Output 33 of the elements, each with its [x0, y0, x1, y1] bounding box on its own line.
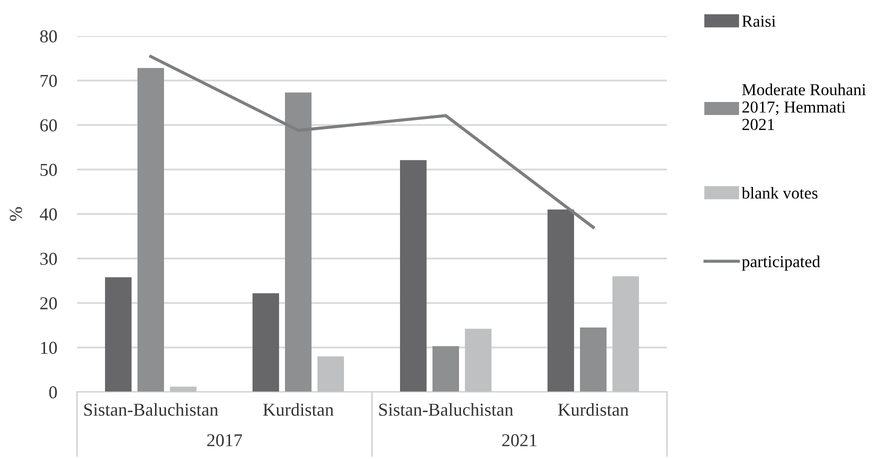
- x-tick-label: Sistan-Baluchistan: [84, 403, 218, 416]
- legend-label: Moderate Rouhani 2017; Hemmati 2021: [742, 84, 866, 130]
- bar: [170, 386, 196, 392]
- bar: [548, 210, 574, 392]
- legend-label: blank votes: [742, 186, 818, 199]
- text: 2021: [502, 434, 536, 446]
- bar: [580, 327, 607, 392]
- bar: [284, 92, 312, 392]
- bar: [612, 276, 639, 392]
- y-tick-label: 30: [40, 252, 57, 265]
- y-tick-label: 80: [40, 30, 57, 42]
- y-tick-label: 20: [40, 297, 57, 310]
- bar: [252, 293, 280, 392]
- text: 2017: [207, 434, 242, 446]
- bar: [317, 356, 344, 392]
- bar: [464, 328, 492, 392]
- y-tick-label: 70: [40, 74, 57, 87]
- y-tick-label: 60: [40, 119, 57, 132]
- bar: [432, 346, 460, 392]
- bar: [400, 160, 427, 392]
- legend-label: participated: [742, 256, 820, 271]
- bar: [105, 277, 132, 392]
- x-tick-label: Kurdistan: [558, 403, 629, 416]
- y-tick-label: 40: [40, 208, 57, 220]
- y-tick-label: 0: [49, 386, 57, 398]
- bar: [137, 68, 164, 392]
- y-tick-label: 50: [40, 164, 57, 176]
- legend-label: Raisi: [742, 16, 776, 27]
- y-tick-label: 10: [41, 342, 57, 354]
- x-tick-label: Sistan-Baluchistan: [379, 403, 514, 416]
- x-tick-label: Kurdistan: [263, 403, 334, 416]
- y-axis-title: %: [10, 207, 22, 221]
- line-series: [149, 54, 595, 229]
